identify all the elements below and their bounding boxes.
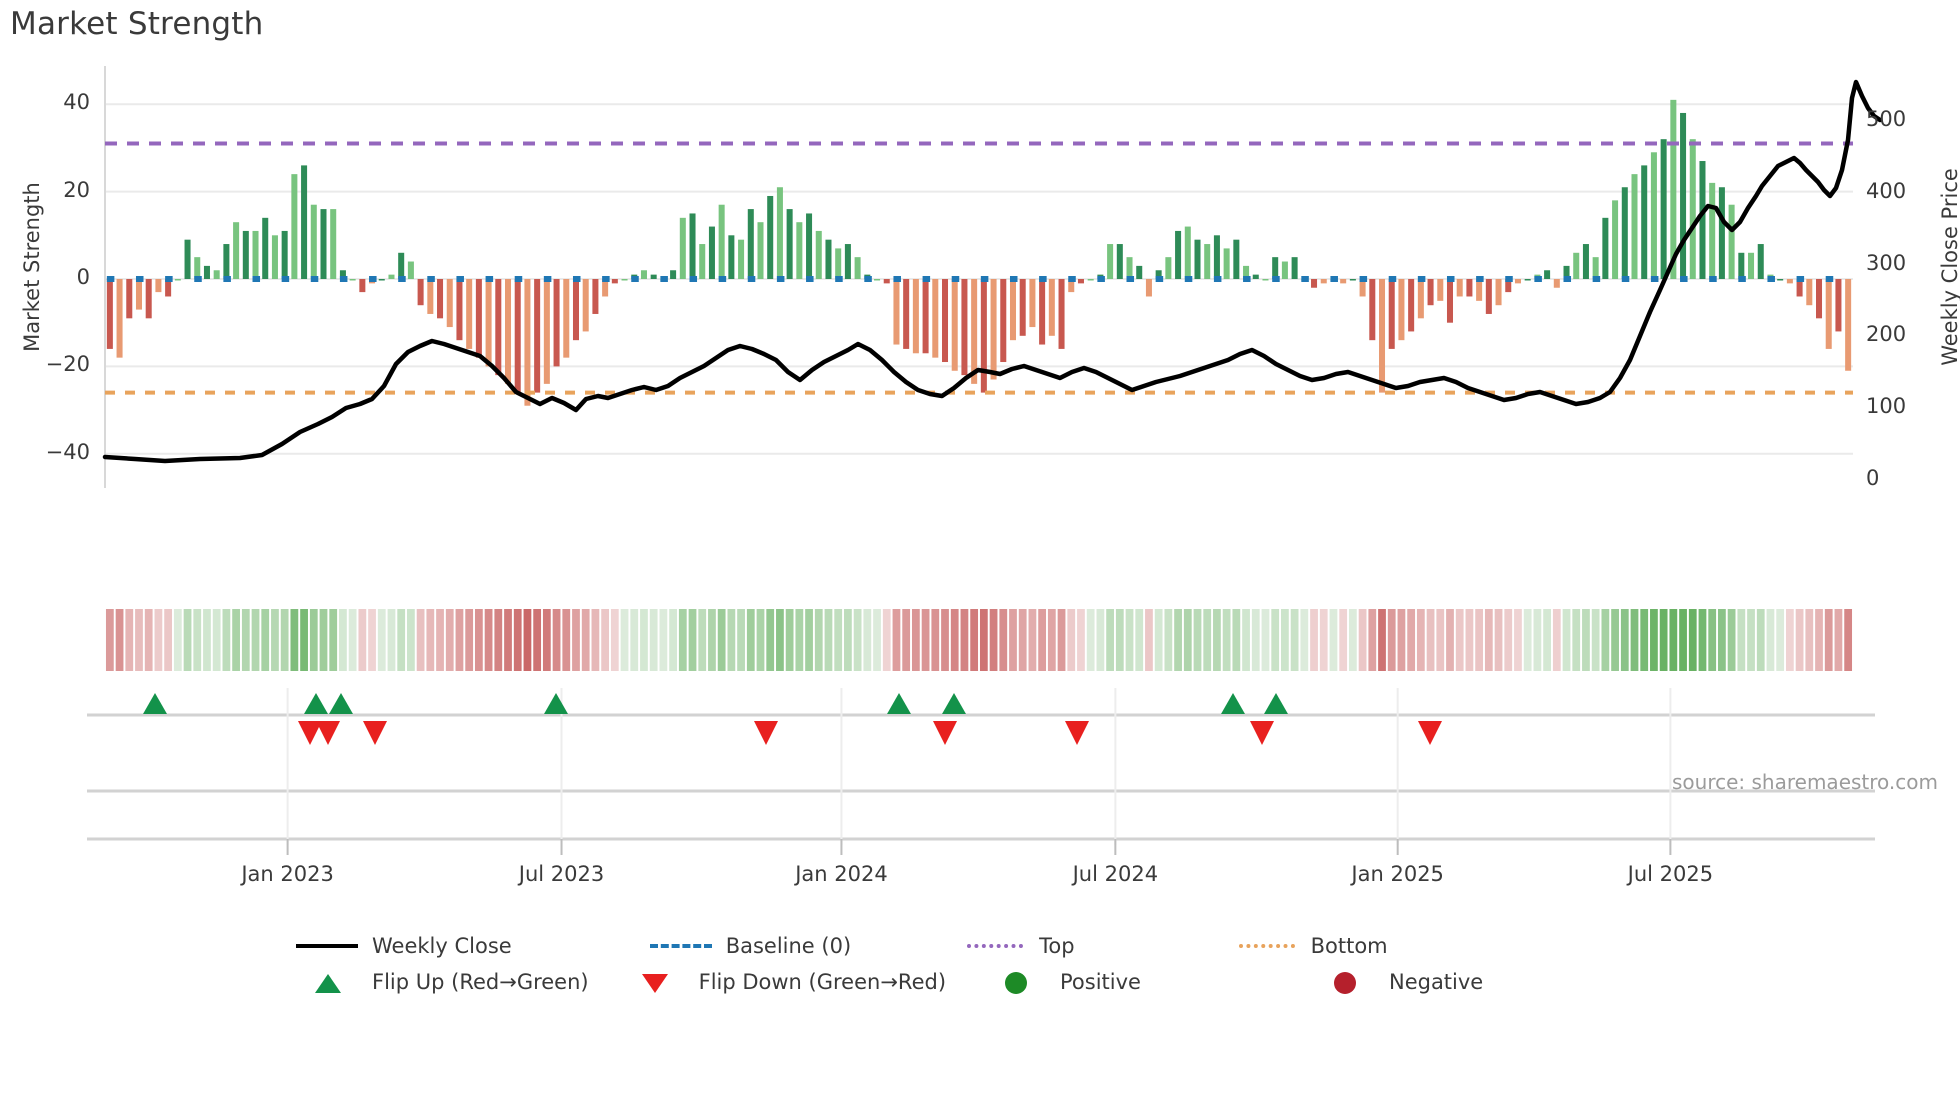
legend-item-bottom[interactable]: Bottom xyxy=(1235,928,1388,964)
source-caption: source: sharemaestro.com xyxy=(1672,770,1938,794)
y-tick-left: −20 xyxy=(45,352,90,377)
legend-item-positive[interactable]: Positive xyxy=(984,964,1141,1000)
legend-item-flip-up[interactable]: Flip Up (Red→Green) xyxy=(296,964,589,1000)
y-tick-right: 400 xyxy=(1866,178,1907,203)
legend-item-flip-down[interactable]: Flip Down (Green→Red) xyxy=(623,964,946,1000)
legend-label: Flip Down (Green→Red) xyxy=(698,970,947,994)
legend-item-negative[interactable]: Negative xyxy=(1313,964,1483,1000)
legend-label: Flip Up (Red→Green) xyxy=(372,970,589,994)
dotted-line-icon xyxy=(963,935,1025,957)
y-tick-left: 40 xyxy=(63,90,90,115)
circle-icon xyxy=(1313,971,1375,994)
legend-label: Positive xyxy=(1060,970,1141,994)
legend-label: Weekly Close xyxy=(372,934,512,958)
y-tick-right: 300 xyxy=(1866,250,1907,275)
x-tick: Jan 2023 xyxy=(241,862,334,886)
chart-legend: Weekly Close Baseline (0) Top Bottom Fli… xyxy=(296,928,1676,1000)
x-tick: Jan 2025 xyxy=(1351,862,1444,886)
legend-label: Negative xyxy=(1388,970,1484,994)
dotted-line-icon xyxy=(1235,935,1297,957)
legend-item-baseline[interactable]: Baseline (0) xyxy=(649,928,852,964)
page-title: Market Strength xyxy=(10,6,264,42)
y-tick-right: 0 xyxy=(1866,466,1880,490)
y-tick-left: 20 xyxy=(63,177,90,202)
triangle-down-icon xyxy=(623,971,685,993)
legend-row-2: Flip Up (Red→Green) Flip Down (Green→Red… xyxy=(296,964,1676,1000)
dashed-line-icon xyxy=(649,935,712,957)
triangle-up-icon xyxy=(296,971,358,993)
line-icon xyxy=(296,935,358,957)
x-tick: Jul 2024 xyxy=(1072,862,1159,886)
x-tick: Jul 2023 xyxy=(518,862,605,886)
y-tick-left: −40 xyxy=(45,439,90,464)
y-tick-left: 0 xyxy=(76,265,90,289)
y-tick-right: 200 xyxy=(1866,322,1907,347)
y-tick-right: 100 xyxy=(1866,394,1907,419)
legend-item-top[interactable]: Top xyxy=(963,928,1075,964)
legend-row-1: Weekly Close Baseline (0) Top Bottom xyxy=(296,928,1676,964)
legend-label: Baseline (0) xyxy=(725,934,852,958)
x-tick: Jan 2024 xyxy=(795,862,888,886)
legend-label: Top xyxy=(1039,934,1075,958)
circle-icon xyxy=(984,971,1046,994)
legend-item-weekly-close[interactable]: Weekly Close xyxy=(296,928,512,964)
x-tick: Jul 2025 xyxy=(1627,862,1714,886)
legend-label: Bottom xyxy=(1310,934,1388,958)
y-tick-right: 500 xyxy=(1866,107,1907,132)
